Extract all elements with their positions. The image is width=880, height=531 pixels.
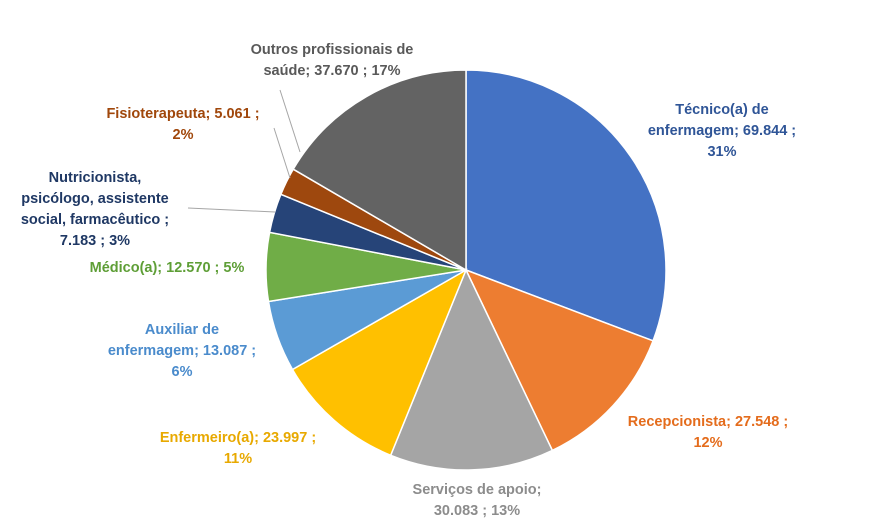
data-label-line: 30.083 ; 13% [434,503,520,519]
data-label-line: Técnico(a) de [675,102,768,118]
data-label-tecnico-a-de: Técnico(a) de enfermagem; 69.844 ; 31% [648,102,796,160]
leader-line [273,127,291,179]
data-label-line: 2% [173,127,194,143]
data-label-line: Fisioterapeuta; 5.061 ; [106,106,259,122]
data-label-outros-profissionais-de: Outros profissionais de saúde; 37.670 ; 1… [251,42,414,79]
data-label-line: psicólogo, assistente [21,191,168,207]
data-label-line: saúde; 37.670 ; 17% [263,63,400,79]
data-label-enfermeiro-a-23-997: Enfermeiro(a); 23.997 ; 11% [160,430,316,467]
data-label-recepcionista-27-548: Recepcionista; 27.548 ; 12% [628,414,788,451]
pie-slice-servicos-de-apoio [389,268,554,471]
data-label-line: 11% [224,451,252,467]
data-label-line: Médico(a); 12.570 ; 5% [90,260,245,276]
data-label-line: Enfermeiro(a); 23.997 ; [160,430,316,446]
data-label-servicos-de-apoio: Serviços de apoio; 30.083 ; 13% [413,482,542,519]
data-label-fisioterapeuta-5-061: Fisioterapeuta; 5.061 ; 2% [106,106,259,143]
data-label-line: 12% [693,435,722,451]
pie-slice-enfermeiro-a-23-997 [291,268,468,457]
data-label-line: 7.183 ; 3% [60,233,130,249]
data-label-line: enfermagem; 13.087 ; [108,343,256,359]
pie-slice-tecnico-a-de [465,69,667,342]
data-label-line: 31% [707,144,736,160]
leader-line [187,207,276,213]
data-label-line: Nutricionista, [49,170,142,186]
data-label-medico-a-12-570-5: Médico(a); 12.570 ; 5% [90,260,245,276]
data-label-auxiliar-de: Auxiliar de enfermagem; 13.087 ; 6% [108,322,256,380]
data-label-nutricionista: Nutricionista, psicólogo, assistente socia… [21,170,169,249]
data-label-line: Recepcionista; 27.548 ; [628,414,788,430]
data-label-line: Outros profissionais de [251,42,414,58]
data-label-line: enfermagem; 69.844 ; [648,123,796,139]
data-label-line: Serviços de apoio; [413,482,542,498]
data-label-line: 6% [172,364,193,380]
pie-slice-outros-profissionais-de [292,69,467,272]
data-label-line: Auxiliar de [145,322,219,338]
leader-line [279,89,301,153]
pie-slice-recepcionista-27-548 [464,268,654,452]
data-label-line: social, farmacêutico ; [21,212,169,228]
